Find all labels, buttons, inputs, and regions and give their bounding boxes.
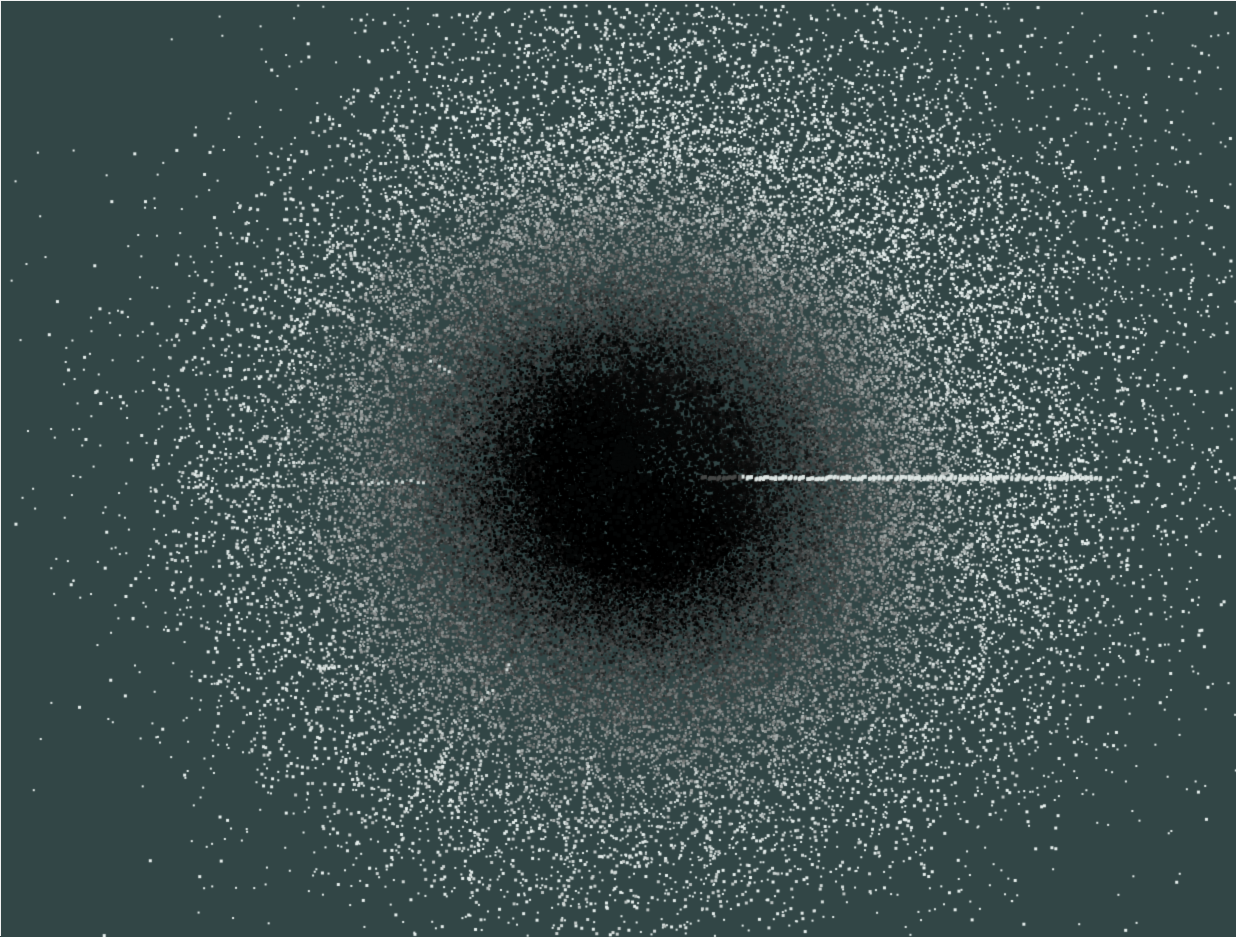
visualization-viewport: [0, 0, 1236, 937]
particle-burst-canvas: [1, 1, 1236, 937]
